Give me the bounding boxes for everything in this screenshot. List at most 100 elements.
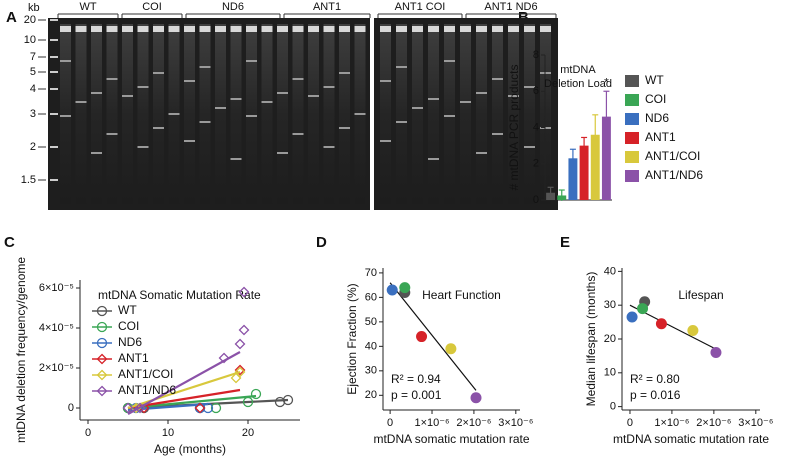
gel-well [292,26,304,32]
y-tick-label: 2 [533,158,539,170]
gel-lane [122,24,133,204]
gel-well [122,26,133,32]
lane-label: ANT1 COI [395,1,446,13]
gel-well [75,26,87,32]
chart-title: Lifespan [678,288,723,302]
point [238,324,250,336]
legend-label: WT [645,73,664,87]
gel-band [476,152,487,154]
gel-well [246,26,257,32]
gel-band [292,78,304,80]
gel-band [277,152,288,154]
gel-well [354,26,366,32]
ladder-label: 5 [30,66,36,78]
fit-line [127,394,257,410]
point [470,392,482,404]
y-axis-label: Ejection Fraction (%) [345,283,359,394]
fit-line [127,388,241,410]
gel-decor [50,19,551,204]
gel-well [153,26,164,32]
gel-band [246,115,257,117]
gel-well [492,26,503,32]
gel-lane [476,24,487,204]
gel-band [230,158,242,160]
bar [579,145,589,200]
ladder-label: 3 [30,108,36,120]
legend-label: ANT1/ND6 [645,168,703,182]
legend-marker [96,305,108,317]
y-tick-label: 6×10⁻⁵ [39,282,74,294]
y-axis-label: # mtDNA PCR products [507,64,521,190]
gel-band [412,107,423,109]
legend-marker [96,321,108,333]
y-tick-label: 0 [610,401,616,413]
chart-title: Deletion Load [544,78,612,90]
point [234,366,246,378]
lane-label: ANT1 ND6 [484,1,537,13]
lane-label: ND6 [222,1,244,13]
point [687,325,699,337]
y-tick-label: 10 [604,367,616,379]
gel-lane [492,24,503,204]
ladder-band [50,56,58,58]
ladder-label: 20 [24,14,36,26]
gel-lane [460,24,471,204]
gel-lane [444,24,455,204]
ladder-band [50,113,58,115]
gel-band [246,60,257,62]
x-tick-label: 1×10⁻⁶ [414,417,449,429]
gel-well [137,26,149,32]
point [210,402,222,414]
point [234,338,246,350]
gel-lane [91,24,102,204]
y-tick-label: 4 [533,121,539,133]
y-tick-label: 60 [365,291,377,303]
y-tick-label: 50 [365,316,377,328]
annotation: p = 0.001 [391,388,442,402]
legend-marker [96,337,108,349]
fit-line [127,351,241,415]
gel-band [91,92,102,94]
x-tick-label: 2×10⁻⁶ [696,417,731,429]
gel-band [339,72,350,74]
legend-label: ND6 [645,111,669,125]
gel-well [60,26,71,32]
legend-label: ND6 [118,335,142,349]
point [710,347,722,359]
legend-swatch [625,132,639,144]
point [399,282,411,294]
y-tick-label: 30 [365,365,377,377]
gel-well [380,26,391,32]
gel-lane [339,24,350,204]
gel-lane [508,24,519,204]
ladder-band [50,179,58,181]
gel-well [524,26,535,32]
y-tick-label: 40 [365,340,377,352]
gel-band [396,121,407,123]
y-tick-label: 0 [68,402,74,414]
point [250,388,262,400]
gel-well [339,26,350,32]
ladder-band [50,146,58,148]
point [234,364,246,376]
gel-lane [380,24,391,204]
legend-marker [96,353,108,365]
gel-band [230,98,242,100]
chart-title: Heart Function [422,288,501,302]
x-tick-label: 3×10⁻⁶ [498,417,533,429]
gel-band [215,107,226,109]
x-axis-label: Age (months) [154,442,226,456]
gel-lane [60,24,71,204]
gel-well [277,26,288,32]
bar [568,158,578,200]
gel-band [122,95,133,97]
gel-lane [199,24,211,204]
point [416,331,428,343]
gel-band [184,80,195,82]
gel-well [230,26,242,32]
panel-label: D [316,234,327,251]
y-axis-label: mtDNA deletion frequency/genome [14,257,28,443]
lane-label: WT [79,1,96,13]
gel-well [106,26,118,32]
point [626,311,638,323]
